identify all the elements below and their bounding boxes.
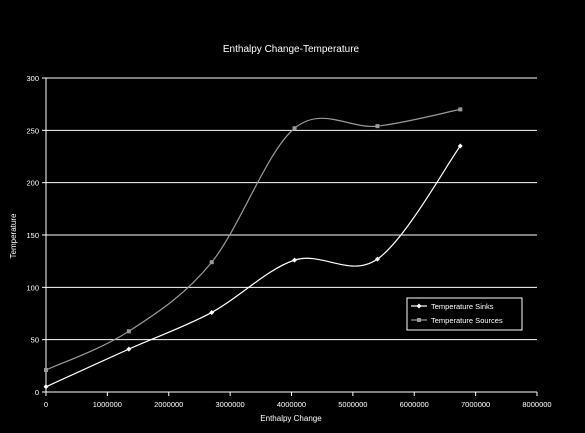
data-point [292, 257, 298, 263]
y-axis-label: Temperature [9, 213, 18, 258]
data-point [209, 309, 215, 315]
data-point [44, 368, 48, 373]
x-tick-label: 3000000 [216, 400, 245, 409]
chart-title: Enthalpy Change-Temperature [223, 44, 360, 55]
legend: Temperature Sinks Temperature Sources [406, 297, 523, 331]
y-tick-label: 300 [26, 74, 39, 83]
x-tick-label: 0 [44, 400, 48, 409]
data-point [374, 256, 380, 262]
data-point [457, 143, 463, 149]
data-point [458, 107, 463, 112]
data-point [126, 346, 132, 352]
x-tick-label: 6000000 [400, 400, 429, 409]
x-axis-label: Enthalpy Change [260, 414, 322, 423]
data-point [292, 126, 297, 131]
series-sinks [43, 143, 463, 390]
series-sources [44, 107, 463, 373]
data-point [43, 384, 49, 390]
y-tick-label: 100 [26, 283, 39, 292]
legend-marker [416, 303, 422, 309]
legend-box [406, 297, 523, 331]
y-tick-label: 150 [26, 231, 39, 240]
tick-labels: 0 50 100 150 200 250 300 0 1000000 2000000 3000000… [26, 74, 551, 409]
x-tick-label: 1000000 [93, 400, 122, 409]
y-tick-label: 200 [26, 179, 39, 188]
axes [42, 77, 538, 396]
series-line [45, 145, 461, 388]
x-tick-label: 7000000 [461, 400, 490, 409]
legend-marker [417, 318, 421, 322]
x-tick-label: 8000000 [522, 400, 551, 409]
data-point [209, 260, 214, 265]
data-point [375, 124, 380, 129]
series-line [45, 108, 461, 371]
y-tick-label: 50 [31, 336, 39, 345]
y-tick-label: 0 [35, 388, 39, 397]
legend-label: Temperature Sources [431, 316, 503, 325]
x-tick-label: 2000000 [154, 400, 183, 409]
series-group [43, 107, 463, 390]
x-tick-label: 5000000 [338, 400, 367, 409]
y-tick-label: 250 [26, 126, 39, 135]
data-point [126, 329, 131, 334]
x-tick-label: 4000000 [277, 400, 306, 409]
legend-label: Temperature Sinks [431, 302, 494, 311]
